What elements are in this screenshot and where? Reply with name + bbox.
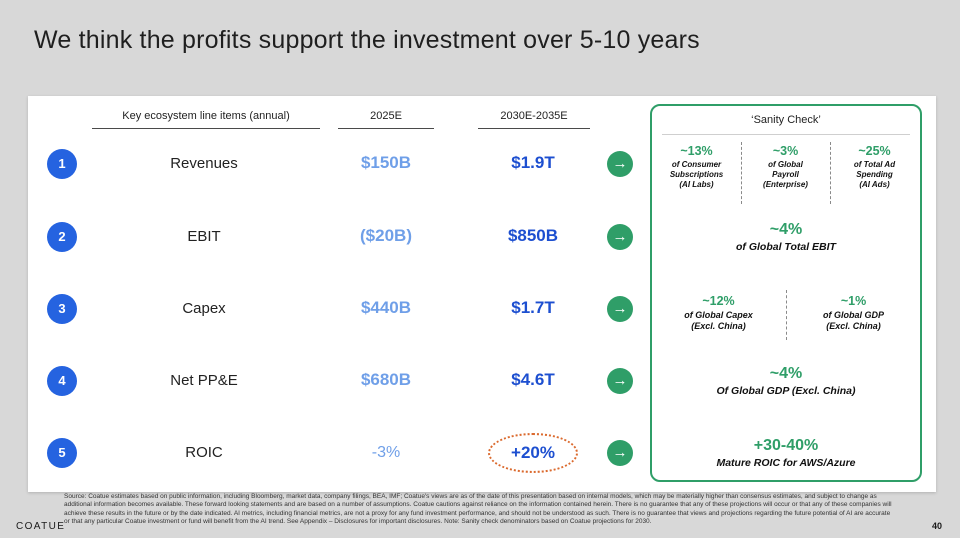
sanity-value: ~12% <box>702 294 735 308</box>
sanity-value: ~25% <box>858 144 891 158</box>
sanity-label: of Global Total EBIT <box>736 241 836 253</box>
sanity-global-payroll: ~3% of Global Payroll (Enterprise) <box>741 144 830 190</box>
value-2030-revenues: $1.9T <box>511 153 555 172</box>
sanity-value: ~4% <box>769 221 803 238</box>
sanity-label: of Global Payroll (Enterprise) <box>763 160 808 189</box>
sanity-gdp-excl-china: ~4% Of Global GDP (Excl. China) <box>652 365 920 398</box>
row-label-revenues: Revenues <box>170 155 238 172</box>
value-2025-ebit: ($20B) <box>360 226 412 245</box>
dashed-divider <box>786 290 787 340</box>
dashed-divider <box>741 142 742 204</box>
row-label-ebit: EBIT <box>187 228 221 245</box>
column-header-line-items: Key ecosystem line items (annual) <box>92 110 320 129</box>
sanity-title-divider <box>662 134 910 135</box>
sanity-ad-spending: ~25% of Total Ad Spending (AI Ads) <box>830 144 919 190</box>
row-label-net-ppe: Net PP&E <box>170 372 238 389</box>
sanity-value: +30-40% <box>753 437 819 454</box>
value-2030-roic: +20% <box>511 443 555 462</box>
row-number-badge: 5 <box>47 438 77 468</box>
sanity-global-total-ebit: ~4% of Global Total EBIT <box>652 221 920 254</box>
sanity-label: Mature ROIC for AWS/Azure <box>716 457 856 469</box>
row-label-roic: ROIC <box>185 444 223 461</box>
slide-title: We think the profits support the investm… <box>34 26 700 54</box>
value-2025-revenues: $150B <box>360 153 412 172</box>
value-2030-net-ppe: $4.6T <box>511 370 555 389</box>
coatue-logo: COATUE <box>16 521 66 532</box>
sanity-check-panel: ‘Sanity Check’ ~13% of Consumer Subscrip… <box>650 104 922 482</box>
column-header-2025e: 2025E <box>338 110 434 129</box>
arrow-right-icon: → <box>607 368 633 394</box>
arrow-right-icon: → <box>607 440 633 466</box>
value-2025-capex: $440B <box>360 298 412 317</box>
arrow-right-icon: → <box>607 296 633 322</box>
sanity-value: ~3% <box>772 144 799 158</box>
value-2030-capex: $1.7T <box>511 298 555 317</box>
row-number-badge: 4 <box>47 366 77 396</box>
sanity-value: ~4% <box>769 365 803 382</box>
sanity-value: ~13% <box>680 144 713 158</box>
sanity-mature-roic: +30-40% Mature ROIC for AWS/Azure <box>652 437 920 470</box>
sanity-label: of Global GDP (Excl. China) <box>822 310 884 332</box>
sanity-global-gdp: ~1% of Global GDP (Excl. China) <box>787 294 920 333</box>
row-number-badge: 3 <box>47 294 77 324</box>
source-disclaimer-text: Source: Coatue estimates based on public… <box>64 493 892 525</box>
column-header-2030e-2035e: 2030E-2035E <box>478 110 590 129</box>
roic-highlight-ellipse: +20% <box>488 433 578 473</box>
sanity-label: of Consumer Subscriptions (AI Labs) <box>669 160 724 189</box>
sanity-value: ~1% <box>840 294 867 308</box>
page-number: 40 <box>931 521 942 531</box>
row-number-badge: 2 <box>47 222 77 252</box>
value-2025-net-ppe: $680B <box>360 370 412 389</box>
arrow-right-icon: → <box>607 151 633 177</box>
dashed-divider <box>830 142 831 204</box>
value-2030-ebit: $850B <box>507 226 559 245</box>
row-number-badge: 1 <box>47 149 77 179</box>
sanity-consumer-subscriptions: ~13% of Consumer Subscriptions (AI Labs) <box>652 144 741 190</box>
sanity-label: of Global Capex (Excl. China) <box>684 310 753 332</box>
sanity-label: Of Global GDP (Excl. China) <box>716 385 856 397</box>
sanity-label: of Total Ad Spending (AI Ads) <box>853 160 896 189</box>
sanity-check-title: ‘Sanity Check’ <box>751 114 821 126</box>
row-label-capex: Capex <box>182 300 226 317</box>
value-2025-roic: -3% <box>371 444 401 461</box>
sanity-global-capex: ~12% of Global Capex (Excl. China) <box>652 294 785 333</box>
arrow-right-icon: → <box>607 224 633 250</box>
